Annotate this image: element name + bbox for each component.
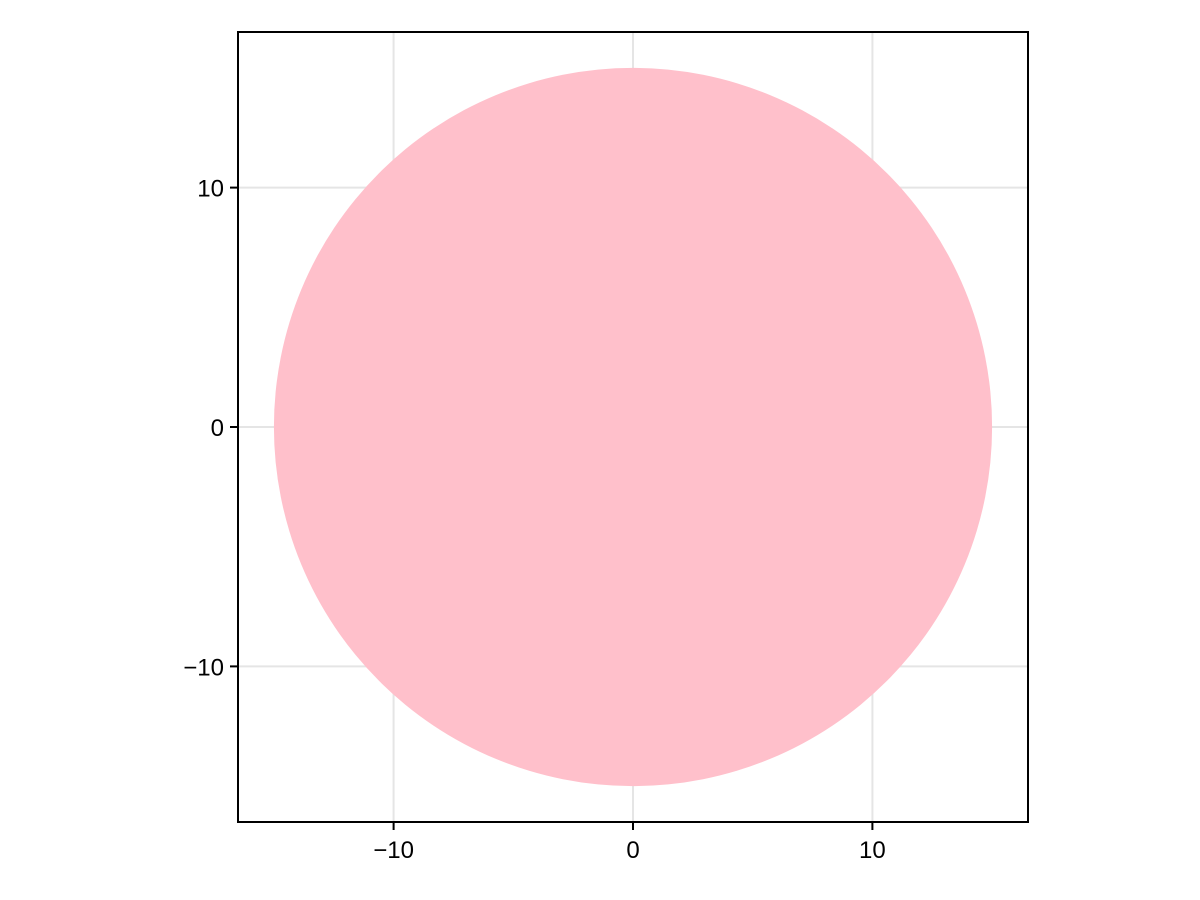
circle-mark bbox=[273, 67, 993, 787]
y-tick-label: −10 bbox=[183, 654, 224, 681]
x-tick-label: 0 bbox=[626, 837, 639, 864]
x-tick-label: −10 bbox=[373, 837, 414, 864]
x-tick-label: 10 bbox=[859, 837, 886, 864]
y-tick-label: 0 bbox=[211, 415, 224, 442]
plot-area: −10 0 10 10 0 −10 bbox=[183, 31, 1029, 864]
y-tick-label: 10 bbox=[197, 176, 224, 203]
